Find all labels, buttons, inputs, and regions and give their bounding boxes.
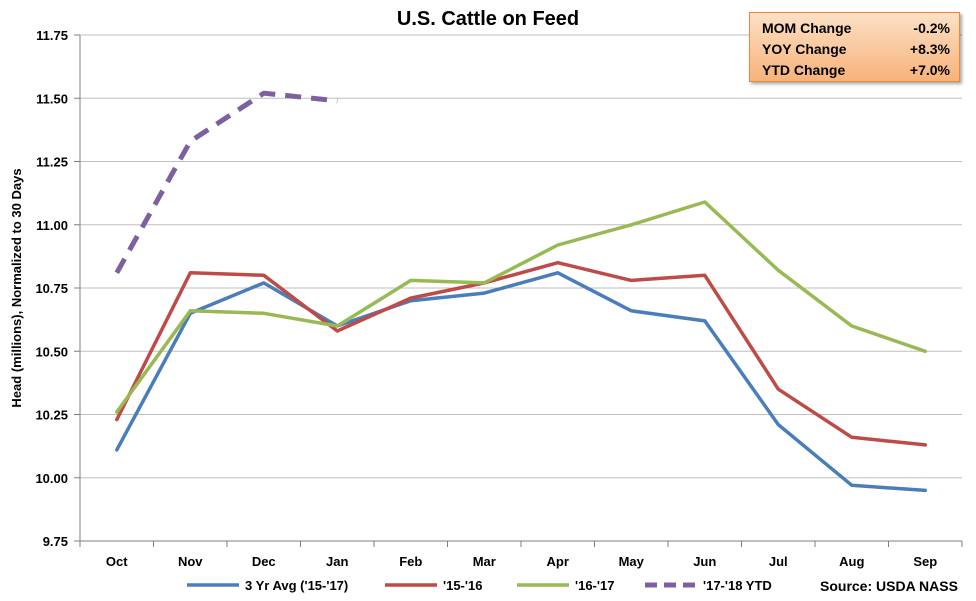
legend-label: 3 Yr Avg ('15-'17) bbox=[245, 578, 348, 593]
summary-label: MOM Change bbox=[762, 20, 852, 36]
y-tick-label: 10.00 bbox=[35, 471, 68, 486]
y-tick-label: 10.75 bbox=[35, 281, 68, 296]
x-tick-label: May bbox=[619, 554, 645, 569]
legend: 3 Yr Avg ('15-'17) '15-'16 '16-'17 '17-'18 … bbox=[187, 578, 772, 593]
summary-value: -0.2% bbox=[913, 20, 950, 36]
axes bbox=[74, 34, 963, 547]
y-tick-label: 11.00 bbox=[36, 218, 68, 233]
tick-labels: 11.75 11.50 11.25 11.00 10.75 10.50 10.25 10.00… bbox=[9, 28, 937, 569]
x-tick-label: Jul bbox=[769, 554, 788, 569]
summary-value: +7.0% bbox=[909, 62, 950, 78]
y-tick-label: 11.50 bbox=[36, 91, 68, 106]
y-tick-label: 9.75 bbox=[43, 534, 68, 549]
summary-box: MOM Change -0.2% YOY Change +8.3% YTD Ch… bbox=[749, 12, 960, 82]
x-tick-label: Dec bbox=[252, 554, 276, 569]
summary-label: YTD Change bbox=[762, 62, 846, 78]
y-tick-label: 11.25 bbox=[36, 155, 68, 170]
series-line bbox=[115, 200, 928, 414]
series-line bbox=[114, 90, 338, 275]
source-note: Source: USDA NASS bbox=[820, 578, 958, 594]
x-tick-label: Oct bbox=[106, 554, 128, 569]
x-tick-label: Feb bbox=[399, 554, 422, 569]
x-tick-label: Aug bbox=[839, 554, 864, 569]
chart-title: U.S. Cattle on Feed bbox=[396, 8, 580, 30]
legend-label: '16-'17 bbox=[575, 578, 614, 593]
x-tick-label: Jun bbox=[693, 554, 716, 569]
series-line bbox=[115, 260, 928, 447]
legend-label: '15-'16 bbox=[443, 578, 482, 593]
y-tick-label: 10.25 bbox=[35, 408, 68, 423]
summary-row-yoy: YOY Change +8.3% bbox=[762, 41, 950, 61]
x-tick-label: Nov bbox=[178, 554, 203, 569]
y-tick-label: 10.50 bbox=[35, 344, 68, 359]
x-tick-label: Apr bbox=[547, 554, 569, 569]
summary-row-mom: MOM Change -0.2% bbox=[762, 20, 950, 40]
x-tick-label: Mar bbox=[473, 554, 496, 569]
y-axis-label: Head (millions), Normalized to 30 Days bbox=[9, 168, 24, 407]
series-lines bbox=[114, 90, 928, 493]
y-tick-label: 11.75 bbox=[36, 28, 68, 43]
summary-value: +8.3% bbox=[909, 41, 950, 57]
x-tick-label: Sep bbox=[913, 554, 937, 569]
series-line bbox=[115, 271, 928, 493]
summary-label: YOY Change bbox=[762, 41, 847, 57]
summary-row-ytd: YTD Change +7.0% bbox=[762, 62, 950, 82]
legend-label: '17-'18 YTD bbox=[703, 578, 772, 593]
x-tick-label: Jan bbox=[326, 554, 348, 569]
